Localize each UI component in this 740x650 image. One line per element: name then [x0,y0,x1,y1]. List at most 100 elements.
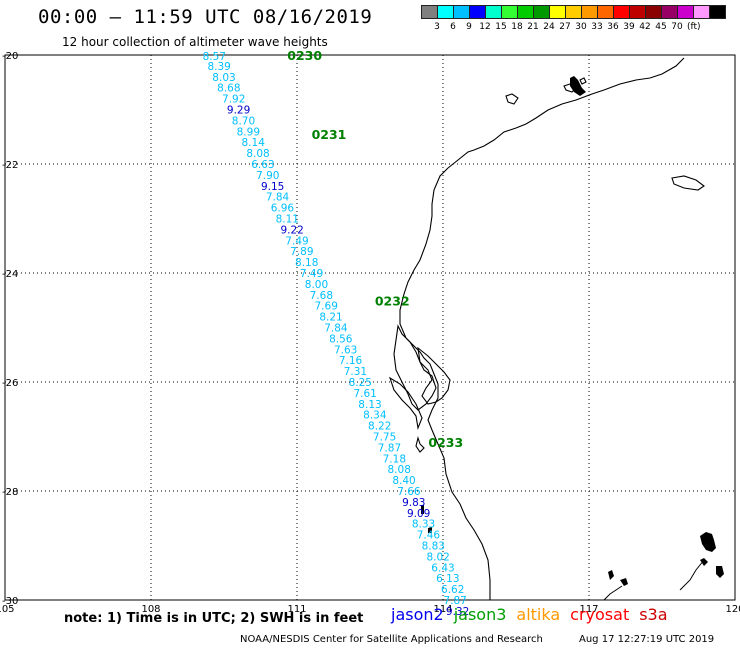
wave-height-value: 8.11 [276,214,299,226]
legend-label: 36 [607,22,619,32]
wave-height-value: 7.18 [383,453,406,465]
wave-height-value: 8.70 [232,115,255,127]
wave-height-value: 7.63 [334,344,357,356]
legend-label: 3 [434,22,440,32]
wave-height-value: 6.43 [431,562,454,574]
legend-label: 45 [655,22,667,32]
wave-height-value: 8.18 [295,257,318,269]
legend-label: 6 [450,22,456,32]
wave-height-value: 9.29 [227,105,250,117]
wave-height-value: 9.09 [407,508,430,520]
wave-height-value: 8.83 [422,541,445,553]
wave-height-value: 9.32 [446,606,469,618]
wave-height-value: 7.89 [290,246,313,258]
chart-title: 00:00 – 11:59 UTC 08/16/2019 [38,6,373,28]
wave-height-value: 8.21 [319,312,342,324]
lon-label: 117 [579,604,598,615]
southern-coast [603,559,705,601]
lon-label: 111 [287,604,306,615]
wave-height-value: 8.68 [217,83,240,95]
lat-label: -24 [2,269,18,280]
satellite-legend: jason2 jason3 altika cryosat s3a [391,605,678,624]
wave-height-value: 8.14 [242,137,266,149]
pass-time-label: 0233 [428,435,463,450]
wave-height-value: 8.03 [212,72,235,84]
wave-height-value: 8.34 [363,410,387,422]
wave-height-value: 7.31 [344,366,367,378]
wave-height-value: 8.40 [392,475,415,487]
legend-label: 15 [495,22,507,32]
wave-height-value: 7.68 [310,290,333,302]
legend-label: 21 [527,22,539,32]
legend-label: 18 [511,22,523,32]
coastline [389,57,705,600]
lat-label: -26 [2,378,18,389]
wave-height-value: 7.92 [222,94,245,106]
wave-height-value: 8.56 [329,333,353,345]
legend-unit: (ft) [687,22,701,32]
wave-height-value: 9.83 [402,497,425,509]
satellite-jason3: jason3 [453,605,507,624]
lon-label: 114 [433,604,452,615]
wave-height-value: 8.57 [203,51,226,63]
legend-label: 12 [479,22,491,32]
lon-label: 120 [725,604,740,615]
wave-height-value: 8.00 [305,279,328,291]
wave-height-value: 7.84 [324,323,348,335]
lat-label: -28 [2,487,18,498]
footer-timestamp: Aug 17 12:27:19 UTC 2019 [579,634,715,645]
chart-subtitle: 12 hour collection of altimeter wave hei… [62,35,328,49]
lon-label: 108 [141,604,160,615]
color-legend [421,5,726,19]
satellite-jason2: jason2 [391,605,444,624]
wave-height-value: 8.33 [412,519,435,531]
footer-credit: NOAA/NESDIS Center for Satellite Applica… [240,634,543,645]
satellite-altika: altika [516,605,561,624]
wave-height-value: 9.15 [261,181,284,193]
footnote: note: 1) Time is in UTC; 2) SWH is in fe… [64,611,364,626]
satellite-s3a: s3a [639,605,668,624]
legend-label: 27 [559,22,571,32]
wave-height-value: 6.96 [271,203,295,215]
legend-label: 70 [671,22,683,32]
lat-label: -30 [2,596,18,607]
legend-label: 39 [623,22,635,32]
wave-height-value: 7.66 [397,486,421,498]
legend-label: 33 [591,22,603,32]
wave-height-value: 9.22 [280,224,303,236]
pass-time-label: 0232 [375,293,410,308]
wave-height-value: 7.49 [300,268,323,280]
lat-label: -20 [2,51,18,62]
legend-label: 24 [543,22,555,32]
wave-height-value: 8.02 [426,551,449,563]
wave-height-value: 8.39 [207,61,230,73]
wave-height-value: 8.13 [358,399,381,411]
map-frame [4,54,736,601]
islands [421,76,724,586]
wave-height-value: 7.16 [339,355,363,367]
wave-height-value: 7.61 [353,388,376,400]
legend-label: 42 [639,22,651,32]
wave-height-value: 8.08 [246,148,269,160]
wave-height-value: 8.08 [388,464,411,476]
wave-height-value: 8.22 [368,421,391,433]
lon-label: 105 [0,604,15,615]
color-legend-labels: 3 6 9 12 15 18 21 24 27 30 33 36 39 42 45 70 (ft) [421,22,740,34]
pass-time-label: 0230 [287,48,322,63]
legend-label: 9 [466,22,472,32]
satellite-cryosat: cryosat [570,605,630,624]
wave-height-value: 7.75 [373,432,396,444]
wave-height-value: 8.25 [349,377,372,389]
wave-height-value: 6.62 [441,584,464,596]
legend-label: 30 [575,22,587,32]
wave-height-value: 7.87 [378,442,401,454]
wave-height-value: 7.46 [417,530,441,542]
wave-height-value: 6.63 [251,159,274,171]
wave-height-value: 7.87 [443,595,466,607]
lat-label: -22 [2,160,18,171]
pass-time-label: 0231 [312,127,347,142]
wave-height-value: 8.99 [237,126,260,138]
wave-height-value: 7.90 [256,170,279,182]
footer: NOAA/NESDIS Center for Satellite Applica… [240,634,714,645]
